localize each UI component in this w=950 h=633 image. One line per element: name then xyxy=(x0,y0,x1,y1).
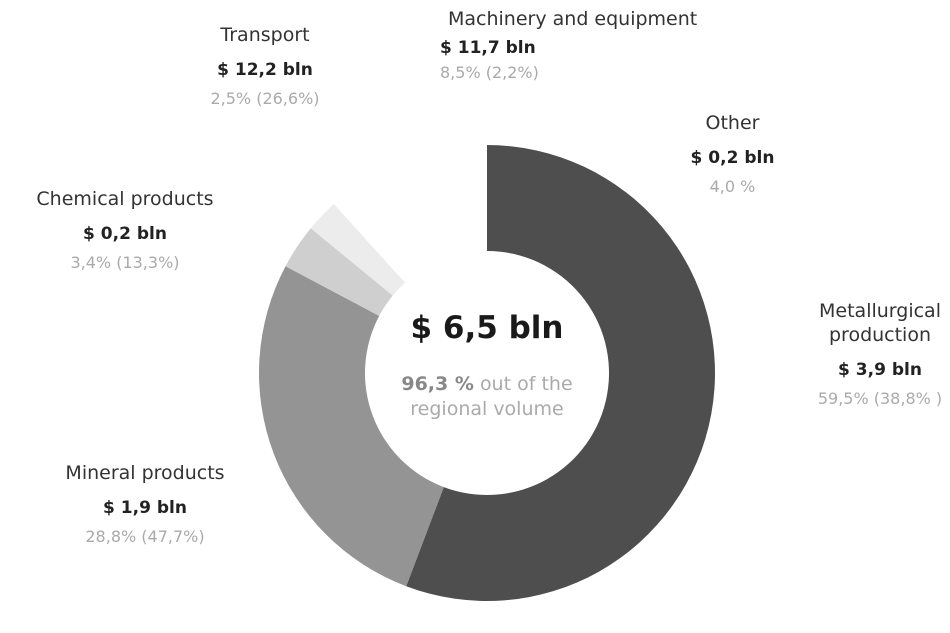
category-label: Transport xyxy=(220,24,310,46)
center-label: $ 6,5 bln 96,3 % out of the regional vol… xyxy=(367,310,607,421)
value-label: 59,5% (38,8% ) xyxy=(817,388,943,408)
donut-segment xyxy=(259,266,444,587)
value-label: 2,5% (26,6%) xyxy=(210,89,320,108)
center-note: out of the regional volume xyxy=(410,373,573,420)
donut-segment xyxy=(285,228,393,316)
segment-label: Transport $ 12,2 bln 2,5% (26,6%) xyxy=(145,24,385,109)
donut-segment xyxy=(406,145,715,601)
center-note-block: 96,3 % out of the regional volume xyxy=(367,372,607,421)
value-label: 3,4% (13,3%) xyxy=(70,253,180,272)
donut-segment xyxy=(333,151,459,283)
donut-segment xyxy=(310,204,406,296)
segment-label: Machinery and equipment $ 11,7 bln 8,5% (2… xyxy=(440,8,820,83)
amount-label: $ 0,2 bln xyxy=(83,223,167,244)
value-label: 8,5% (2,2%) xyxy=(440,63,539,82)
value-label: 4,0 % xyxy=(709,177,756,196)
segment-label: Chemical products $ 0,2 bln 3,4% (13,3%) xyxy=(0,188,250,273)
category-label: Chemical products xyxy=(36,188,214,210)
segment-label: Metallurgical production $ 3,9 bln 59,5% (… xyxy=(800,300,950,409)
center-value: $ 6,5 bln xyxy=(410,310,564,346)
amount-label: $ 0,2 bln xyxy=(690,147,775,168)
category-label: Other xyxy=(705,112,760,134)
amount-label: $ 11,7 bln xyxy=(440,37,536,58)
value-label: 28,8% (47,7%) xyxy=(85,527,205,546)
amount-label: $ 1,9 bln xyxy=(103,497,187,518)
amount-label: $ 12,2 bln xyxy=(217,59,313,80)
amount-label: $ 3,9 bln xyxy=(838,359,922,380)
donut-segment xyxy=(433,145,487,255)
category-label: Metallurgical production xyxy=(819,300,941,346)
center-share: 96,3 % xyxy=(401,373,474,395)
category-label: Mineral products xyxy=(65,462,225,484)
segment-label: Mineral products $ 1,9 bln 28,8% (47,7%) xyxy=(20,462,270,547)
segment-label: Other $ 0,2 bln 4,0 % xyxy=(660,112,805,197)
category-label: Machinery and equipment xyxy=(448,8,698,30)
